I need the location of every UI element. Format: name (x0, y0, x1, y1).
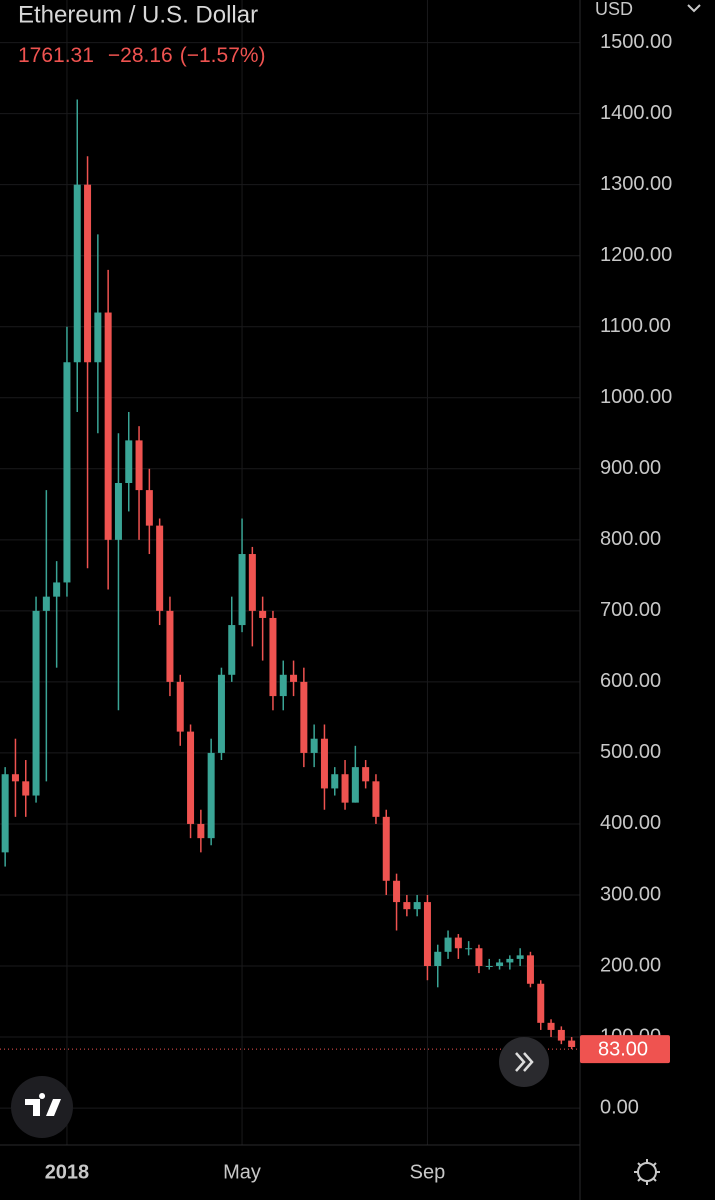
candle-body (485, 966, 493, 968)
y-tick-label: 700.00 (600, 599, 661, 621)
currency-dropdown[interactable] (687, 4, 701, 13)
candle-body (207, 752, 215, 839)
candle-body (351, 767, 359, 803)
candle-body (290, 674, 298, 682)
candle-body (187, 731, 195, 824)
candle-body (63, 362, 71, 583)
currency-label: USD (595, 0, 633, 19)
candle-body (331, 774, 339, 789)
quote-change-pct: (−1.57%) (180, 44, 266, 67)
y-tick-label: 900.00 (600, 457, 661, 479)
candle-body (423, 902, 431, 967)
candle-body (557, 1029, 565, 1041)
candle-body (84, 184, 92, 363)
candle-body (413, 902, 421, 910)
candle-body (403, 902, 411, 910)
candle-body (465, 948, 473, 950)
candle-body (454, 937, 462, 949)
x-tick-label: Sep (410, 1161, 446, 1183)
y-tick-label: 1300.00 (600, 173, 672, 195)
candle-body (310, 738, 318, 753)
quote-line: 1761.31 −28.16 (−1.57%) (18, 44, 266, 67)
last-price-label: 83.00 (598, 1038, 648, 1060)
candle-body (114, 483, 122, 540)
candle-body (362, 767, 370, 782)
candle-body (506, 958, 514, 963)
candle-body (279, 674, 287, 697)
y-tick-label: 300.00 (600, 883, 661, 905)
y-tick-label: 1100.00 (600, 315, 671, 337)
candle-body (516, 955, 524, 959)
y-tick-label: 200.00 (600, 954, 661, 976)
candle-body (382, 816, 390, 881)
candle-body (259, 610, 267, 618)
candle-body (248, 554, 256, 611)
logo-mark (25, 1093, 61, 1116)
y-tick-label: 1200.00 (600, 244, 672, 266)
quote-change: −28.16 (108, 44, 173, 67)
y-tick-label: 400.00 (600, 812, 661, 834)
candle-body (94, 312, 102, 363)
x-tick-label: May (223, 1161, 261, 1183)
candle-body (22, 781, 30, 796)
candle-body (526, 955, 534, 984)
candle-body (228, 625, 236, 675)
candle-body (372, 781, 380, 817)
y-tick-label: 800.00 (600, 528, 661, 550)
candle-body (300, 681, 308, 753)
candle-body (341, 774, 349, 803)
last-price-badge (580, 1035, 670, 1064)
chart-title: Ethereum / U.S. Dollar (18, 1, 258, 28)
quote-last: 1761.31 (18, 44, 94, 67)
y-tick-label: 1000.00 (600, 386, 672, 408)
candle-body (547, 1022, 555, 1030)
y-tick-label: 500.00 (600, 741, 661, 763)
candle-body (11, 774, 19, 782)
candle-body (176, 681, 184, 732)
candle-body (496, 962, 504, 967)
candle-body (1, 774, 9, 853)
candle-body (73, 184, 81, 363)
candle-body (42, 596, 50, 611)
candle-body (434, 951, 442, 967)
logo-button[interactable] (11, 1076, 73, 1138)
candle-body (568, 1040, 576, 1047)
candle-body (269, 617, 277, 697)
y-tick-label: 1400.00 (600, 102, 672, 124)
y-tick-label: 600.00 (600, 670, 661, 692)
candle-body (217, 674, 225, 753)
candle-body (32, 610, 40, 796)
candle-body (156, 525, 164, 611)
candle-body (238, 554, 246, 626)
candle-body (537, 983, 545, 1023)
candle-body (104, 312, 112, 540)
candle-body (444, 937, 452, 952)
scroll-icon (515, 1052, 534, 1072)
candle-body (475, 948, 483, 967)
candle-body (320, 738, 328, 789)
candle-body (125, 440, 133, 484)
candle-body (197, 823, 205, 839)
y-tick-label: 1500.00 (600, 31, 672, 53)
y-tick-label: 0.00 (600, 1096, 639, 1118)
settings-teeth (634, 1159, 660, 1185)
candle-body (166, 610, 174, 682)
candle-body (53, 582, 61, 597)
candle-body (145, 490, 153, 526)
candle-body (135, 440, 143, 491)
x-tick-label: 2018 (45, 1161, 90, 1183)
candle-body (393, 880, 401, 903)
